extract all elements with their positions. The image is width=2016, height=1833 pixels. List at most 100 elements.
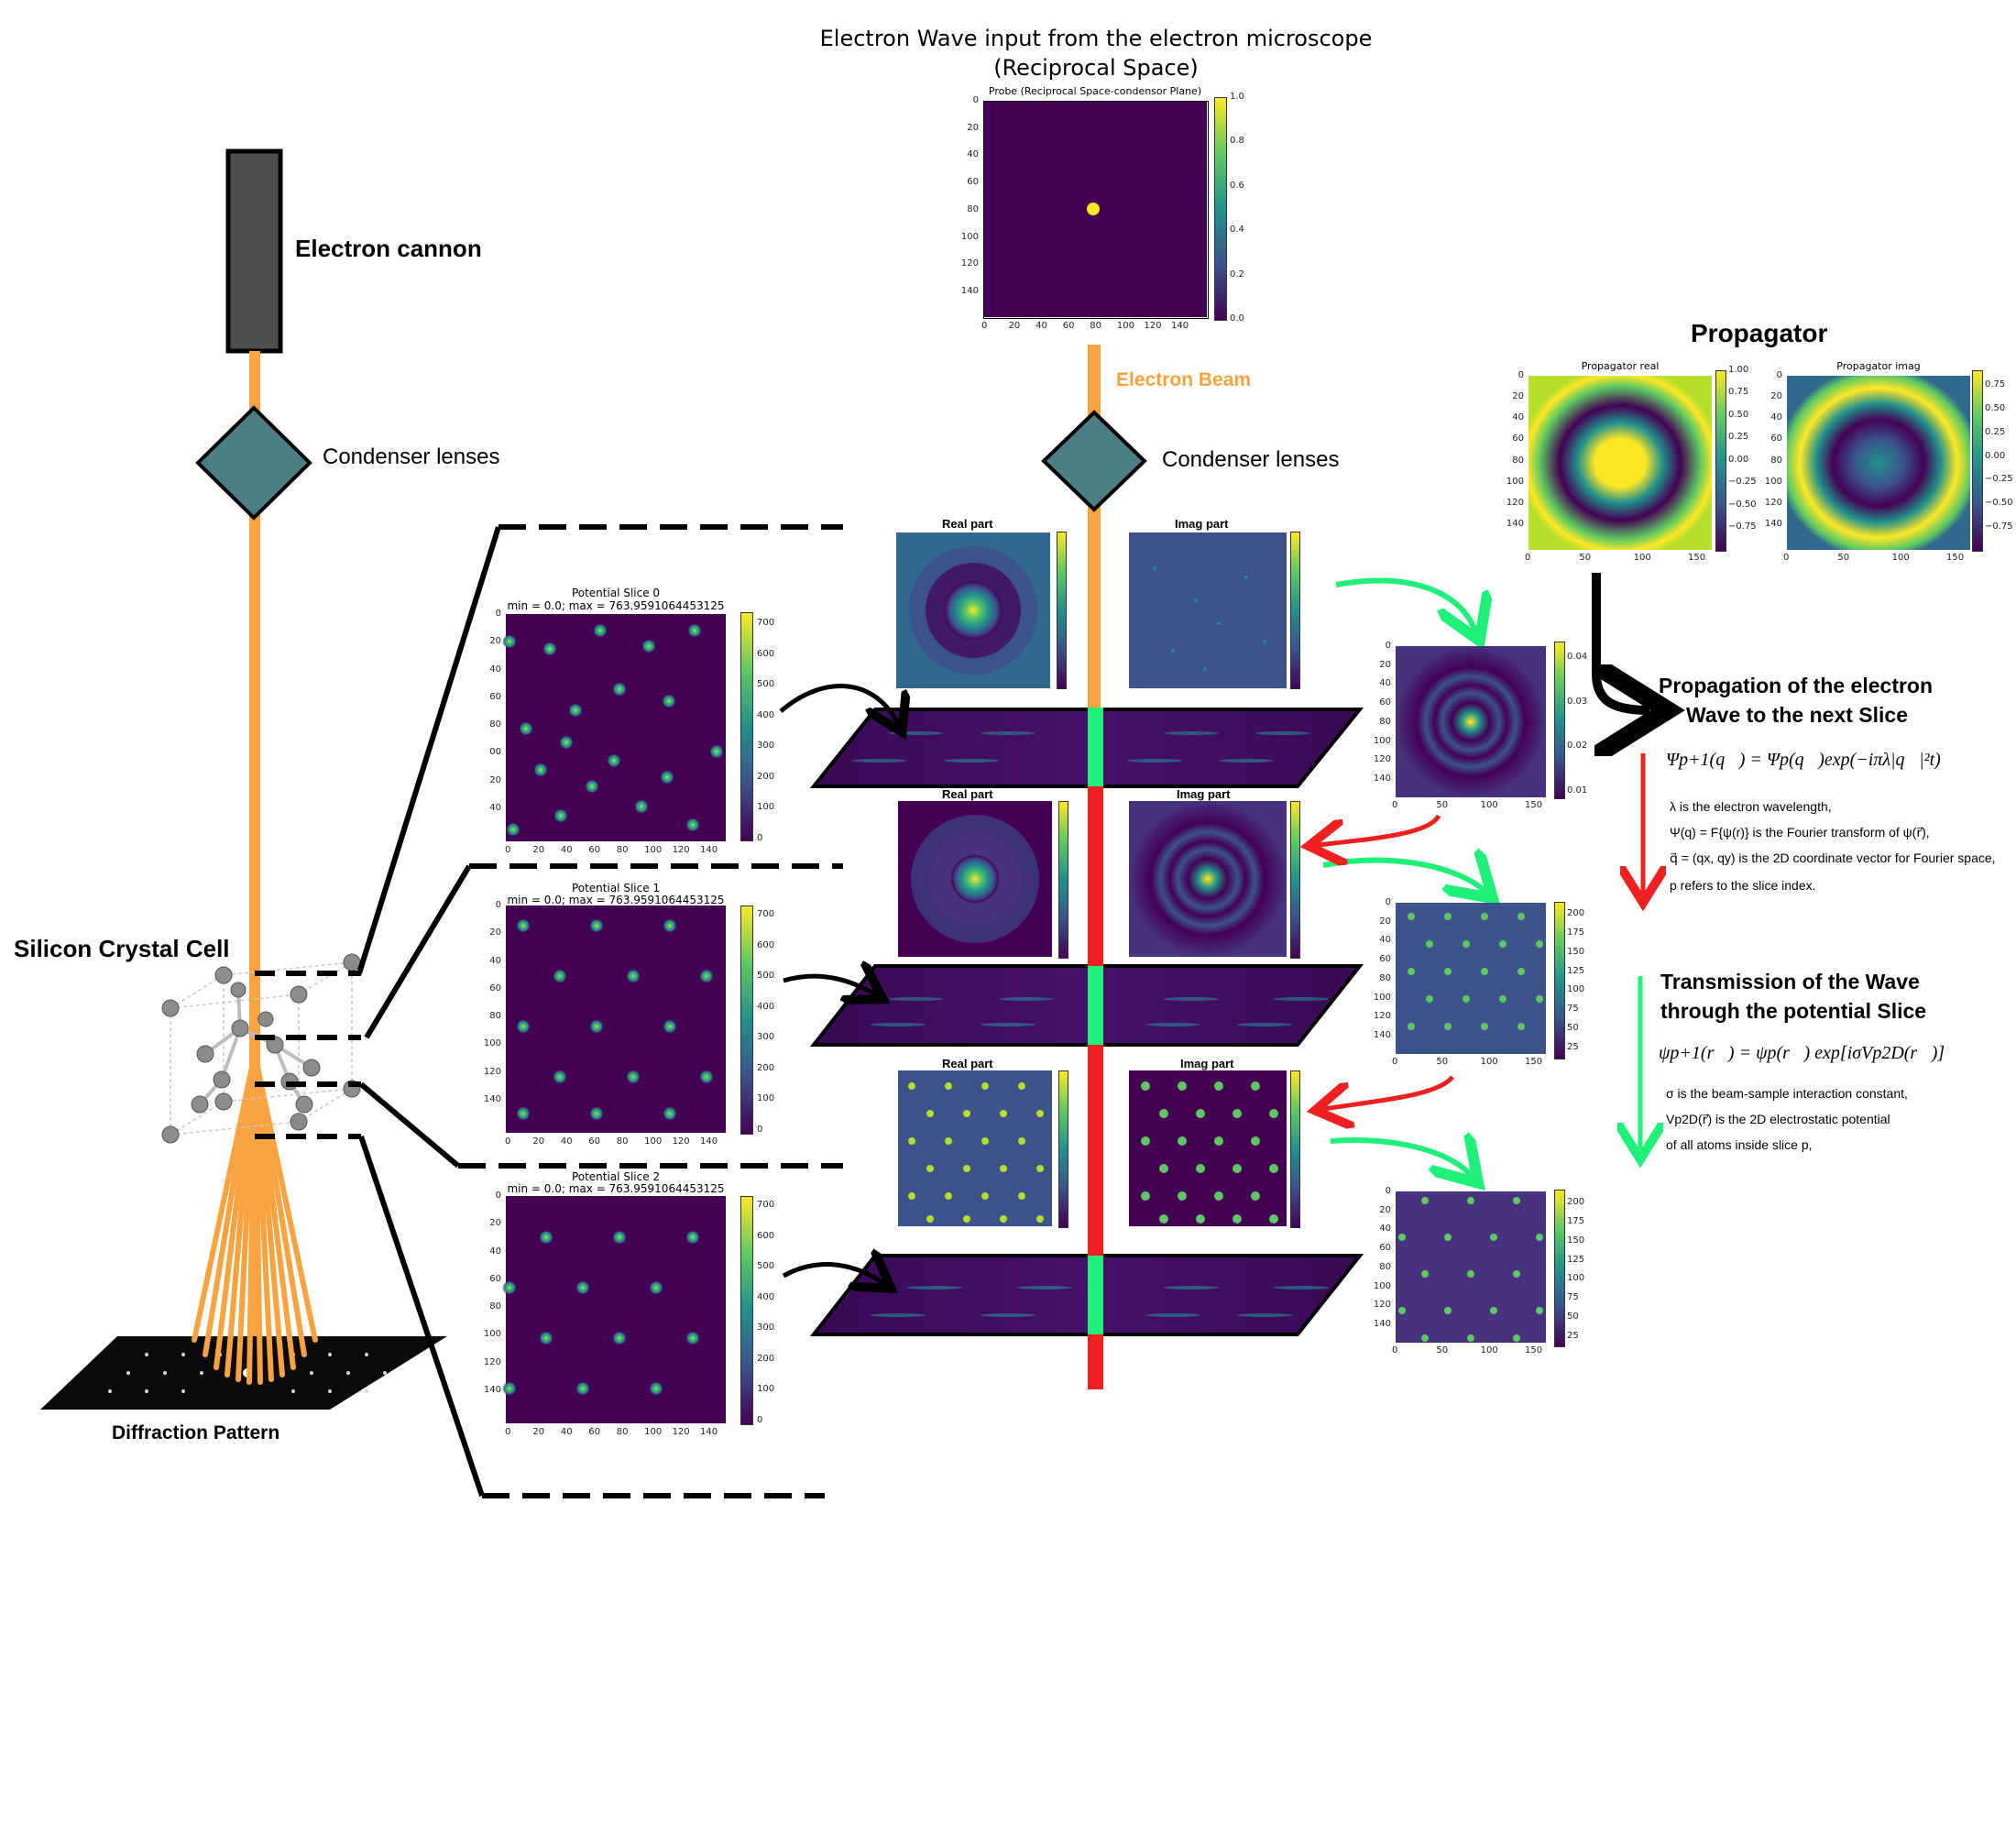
potential-slice-ytick: 100 [483, 1329, 501, 1340]
propagated-ytick: 100 [1373, 735, 1391, 746]
propagator-imag-image [1787, 376, 1970, 550]
propagated-cbar-tick: 75 [1567, 1292, 1579, 1303]
potential-slice-ytick: 80 [489, 1011, 501, 1022]
potential-slice-ytick: 120 [483, 1066, 501, 1077]
propagated-ytick: 20 [1379, 1204, 1391, 1215]
propagated-1-pattern [1408, 913, 1543, 1030]
potential-slice-0-subtitle: min = 0.0; max = 763.9591064453125 [507, 599, 725, 612]
potential-slice-1-colorbar [740, 906, 753, 1135]
slice-brackets [255, 524, 843, 1498]
propagator-real-cbar-tick: 1.00 [1728, 365, 1749, 375]
propagated-ytick: 0 [1385, 1186, 1391, 1196]
propagator-imag-cbar-tick: 0.75 [1985, 379, 2006, 390]
probe-cbar-tick: 0.8 [1230, 136, 1244, 147]
wave2-imag-title: Imag part [1180, 1057, 1234, 1070]
arrow-slice0-to-sheet [779, 684, 898, 724]
propagator-real-cbar-tick: 0.75 [1728, 387, 1749, 398]
probe-ytick: 40 [967, 149, 979, 160]
transmission-desc-3: of all atoms inside slice p, [1666, 1137, 1813, 1152]
propagator-imag-cbar-tick: 0.00 [1985, 450, 2006, 461]
potential-slice-xtick: 120 [672, 1427, 690, 1437]
propagator-imag-ytick: 140 [1764, 519, 1782, 529]
potential-slice-cbar-tick: 200 [757, 1062, 775, 1073]
potential-slice-ytick: 60 [489, 691, 501, 702]
propagated-cbar-tick: 100 [1567, 984, 1585, 995]
potential-slice-xtick: 140 [700, 1136, 718, 1147]
center-condenser-lens [1041, 410, 1147, 512]
propagated-ytick: 40 [1379, 678, 1391, 689]
propagated-ytick: 20 [1379, 916, 1391, 927]
propagated-cbar-tick: 0.04 [1567, 652, 1588, 662]
propagation-desc-3: q⃗ = (qx, qy) is the 2D coordinate vecto… [1670, 851, 1996, 865]
potential-slice-xtick: 60 [588, 845, 601, 855]
propagator-real-ytick: 80 [1512, 455, 1524, 466]
potential-slice-xtick: 60 [588, 1136, 601, 1147]
propagated-xtick: 100 [1480, 1057, 1498, 1067]
propagation-desc-2: Ψ(q) = F{ψ(r)} is the Fourier transform … [1670, 825, 1930, 840]
propagator-imag-xtick: 0 [1783, 553, 1790, 563]
green-arrow-2 [1330, 1140, 1471, 1175]
propagated-cbar-tick: 200 [1567, 908, 1585, 918]
center-beam [1088, 345, 1101, 708]
potential-slice-0-image [506, 614, 726, 841]
propagator-imag-ytick: 0 [1776, 370, 1782, 380]
propagator-imag-xtick: 150 [1946, 553, 1965, 563]
propagator-imag-ytick: 60 [1770, 434, 1782, 445]
electron-cannon-label: Electron cannon [295, 235, 482, 262]
potential-slice-xtick: 140 [700, 845, 718, 855]
transmission-heading-2: through the potential Slice [1660, 999, 1927, 1023]
potential-slice-cbar-tick: 500 [757, 971, 775, 982]
propagator-imag-cbar-tick: 0.50 [1985, 402, 2006, 413]
probe-title: Probe (Reciprocal Space-condensor Plane) [988, 85, 1202, 97]
propagated-cbar-tick: 25 [1567, 1331, 1579, 1341]
propagated-1-image [1396, 903, 1546, 1054]
propagated-xtick: 150 [1525, 800, 1543, 810]
potential-slice-xtick: 80 [616, 1136, 629, 1147]
propagated-ytick: 120 [1373, 1300, 1391, 1311]
propagator-real-xtick: 0 [1525, 553, 1531, 563]
propagator-imag-ytick: 100 [1764, 476, 1782, 487]
potential-slice-ytick: 40 [489, 664, 501, 675]
wave2-imag-image [1129, 1070, 1287, 1226]
propagated-cbar-tick: 200 [1567, 1197, 1585, 1207]
potential-slice-xtick: 40 [560, 845, 573, 855]
potential-slice-xtick: 20 [532, 1136, 545, 1147]
potential-slice-2-title: Potential Slice 2 [571, 1170, 661, 1183]
wave1-imag-colorbar [1290, 801, 1300, 959]
potential-slice-ytick: 60 [489, 1273, 501, 1284]
probe-colorbar [1214, 97, 1227, 321]
propagated-xtick: 100 [1480, 800, 1498, 810]
propagator-imag-xtick: 100 [1891, 553, 1910, 563]
transmission-heading-1: Transmission of the Wave [1660, 970, 1920, 993]
potential-slice-xtick: 100 [644, 845, 663, 855]
potential-slice-0-title: Potential Slice 0 [571, 587, 661, 599]
potential-slice-xtick: 20 [532, 845, 545, 855]
propagated-ytick: 60 [1379, 1243, 1391, 1254]
red-arrow-1 [1324, 1075, 1454, 1109]
propagated-xtick: 50 [1436, 800, 1449, 810]
sheet-atom-streaks [852, 731, 1329, 1317]
propagated-ytick: 100 [1373, 1280, 1391, 1291]
potential-slice-ytick: 20 [489, 774, 501, 785]
potential-slice-ytick: 40 [489, 1246, 501, 1257]
propagator-real-cbar-tick: −0.25 [1728, 477, 1757, 488]
probe-cbar-tick: 0.4 [1230, 225, 1244, 236]
title-line1: Electron Wave input from the electron mi… [819, 26, 1373, 51]
probe-xtick: 100 [1116, 321, 1134, 331]
transmission-desc-1: σ is the beam-sample interaction constan… [1666, 1086, 1908, 1101]
probe-cbar-tick: 0.2 [1230, 269, 1244, 280]
propagator-arrow [1592, 573, 1649, 710]
propagator-real-xtick: 100 [1633, 553, 1651, 563]
left-condenser-label: Condenser lenses [323, 445, 500, 469]
probe-xtick: 0 [981, 321, 988, 331]
propagation-heading-2: Wave to the next Slice [1686, 703, 1908, 727]
propagator-real-cbar-tick: 0.25 [1728, 432, 1749, 443]
propagation-desc-1: λ is the electron wavelength, [1670, 799, 1832, 814]
propagator-imag-cbar-tick: −0.25 [1985, 474, 2013, 485]
potential-slice-cbar-tick: 400 [757, 709, 775, 720]
potential-slice-1-subtitle: min = 0.0; max = 763.9591064453125 [507, 894, 725, 906]
green-arrow-1 [1322, 861, 1485, 891]
probe-xtick: 140 [1171, 321, 1189, 331]
propagated-cbar-tick: 50 [1567, 1023, 1579, 1034]
